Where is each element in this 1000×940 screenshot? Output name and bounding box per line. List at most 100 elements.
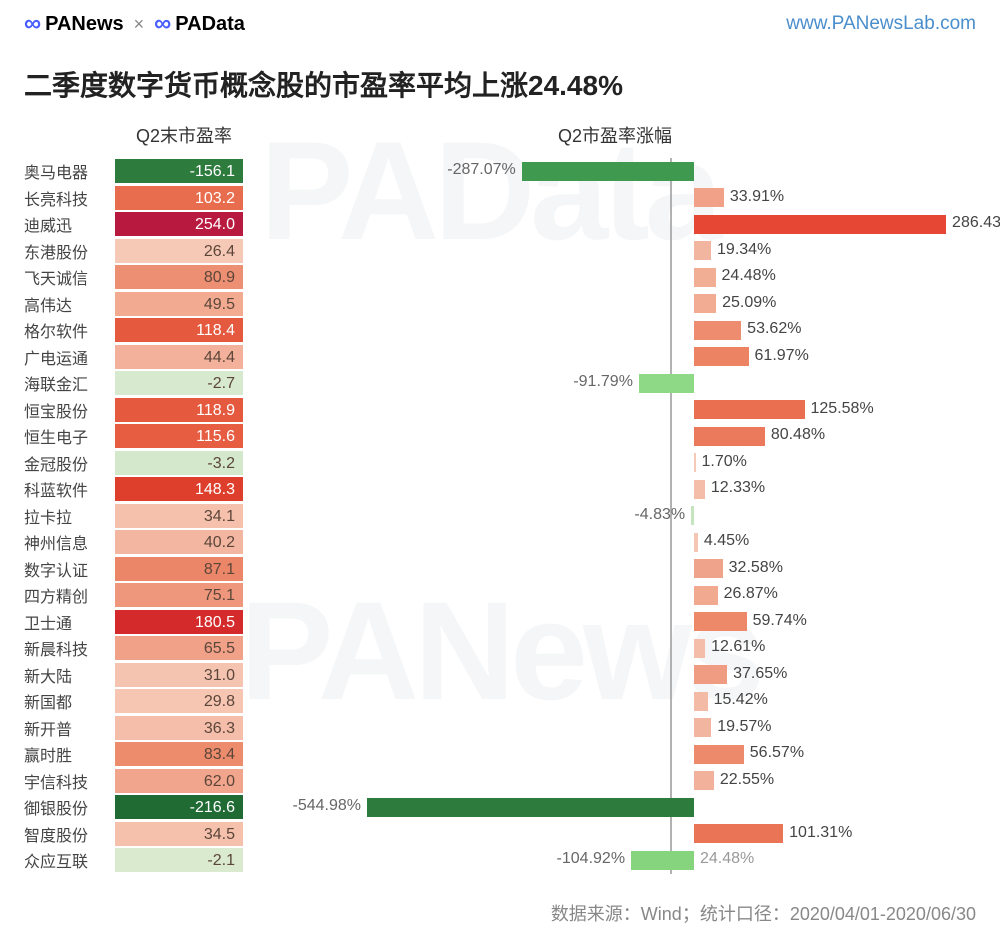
data-row: 长亮科技103.233.91% bbox=[24, 185, 976, 212]
pct-label: -4.83% bbox=[634, 506, 685, 524]
bar-zone: 61.97% bbox=[264, 344, 976, 371]
data-row: 神州信息40.24.45% bbox=[24, 529, 976, 556]
infinity-icon: ∞ bbox=[24, 10, 41, 38]
bar-zone: -91.79% bbox=[264, 370, 976, 397]
pct-bar bbox=[694, 268, 716, 287]
pe-value-cell: 83.4 bbox=[114, 741, 244, 767]
bar-zone: 1.70% bbox=[264, 450, 976, 477]
bar-zone: 22.55% bbox=[264, 768, 976, 795]
pct-label: 61.97% bbox=[755, 347, 809, 365]
pct-bar bbox=[694, 639, 705, 658]
pct-bar bbox=[694, 612, 747, 631]
pct-bar bbox=[694, 586, 718, 605]
data-row: 科蓝软件148.3 12.33% bbox=[24, 476, 976, 503]
pct-bar bbox=[694, 294, 716, 313]
data-row: 格尔软件118.453.62% bbox=[24, 317, 976, 344]
pe-value-cell: -3.2 bbox=[114, 450, 244, 476]
pe-value-cell: -2.7 bbox=[114, 370, 244, 396]
pe-value-cell: 29.8 bbox=[114, 688, 244, 714]
pct-label: 15.42% bbox=[714, 691, 768, 709]
data-row: 宇信科技62.022.55% bbox=[24, 768, 976, 795]
pct-bar bbox=[694, 665, 727, 684]
company-name: 众应互联 bbox=[24, 848, 114, 872]
extra-label: 24.48% bbox=[700, 850, 754, 868]
pe-value-cell: 31.0 bbox=[114, 662, 244, 688]
company-name: 新晨科技 bbox=[24, 636, 114, 660]
pe-value-cell: 34.1 bbox=[114, 503, 244, 529]
bar-zone: 53.62% bbox=[264, 317, 976, 344]
pe-value-cell: 118.9 bbox=[114, 397, 244, 423]
pct-label: 19.34% bbox=[717, 241, 771, 259]
data-row: 新开普36.3 19.57% bbox=[24, 715, 976, 742]
company-name: 新大陆 bbox=[24, 663, 114, 687]
data-row: 奥马电器-156.1 -287.07% bbox=[24, 158, 976, 185]
pct-bar bbox=[694, 824, 783, 843]
pct-bar bbox=[694, 453, 696, 472]
company-name: 迪威迅 bbox=[24, 212, 114, 236]
pe-value-cell: 148.3 bbox=[114, 476, 244, 502]
data-row: 广电运通44.461.97% bbox=[24, 344, 976, 371]
pct-bar bbox=[691, 506, 694, 525]
company-name: 新开普 bbox=[24, 716, 114, 740]
pe-value-cell: -156.1 bbox=[114, 158, 244, 184]
company-name: 数字认证 bbox=[24, 557, 114, 581]
company-name: 新国都 bbox=[24, 689, 114, 713]
company-name: 飞天诚信 bbox=[24, 265, 114, 289]
pct-label: 12.33% bbox=[711, 479, 765, 497]
pct-label: 19.57% bbox=[717, 718, 771, 736]
pct-label: 4.45% bbox=[704, 532, 749, 550]
company-name: 宇信科技 bbox=[24, 769, 114, 793]
company-name: 赢时胜 bbox=[24, 742, 114, 766]
pct-label: 24.48% bbox=[722, 267, 776, 285]
pe-value-cell: 65.5 bbox=[114, 635, 244, 661]
chart-title: 二季度数字货币概念股的市盈率平均上涨24.48% bbox=[0, 44, 1000, 122]
company-name: 智度股份 bbox=[24, 822, 114, 846]
pct-label: 101.31% bbox=[789, 824, 852, 842]
data-row: 御银股份-216.6-544.98% bbox=[24, 794, 976, 821]
pct-bar bbox=[694, 188, 724, 207]
pe-value-cell: 87.1 bbox=[114, 556, 244, 582]
company-name: 卫士通 bbox=[24, 610, 114, 634]
pe-value-cell: -216.6 bbox=[114, 794, 244, 820]
data-row: 四方精创75.126.87% bbox=[24, 582, 976, 609]
data-row: 众应互联-2.1 -104.92%24.48% bbox=[24, 847, 976, 874]
data-row: 新大陆31.037.65% bbox=[24, 662, 976, 689]
bar-zone: -104.92%24.48% bbox=[264, 847, 976, 874]
bar-zone: 59.74% bbox=[264, 609, 976, 636]
company-name: 高伟达 bbox=[24, 292, 114, 316]
data-row: 迪威迅254.0286.43% bbox=[24, 211, 976, 238]
pct-bar bbox=[694, 692, 708, 711]
pct-label: -287.07% bbox=[447, 161, 516, 179]
pct-label: 59.74% bbox=[753, 612, 807, 630]
pct-label: 1.70% bbox=[701, 453, 746, 471]
brand-1-text: PANews bbox=[45, 13, 124, 36]
pe-value-cell: 115.6 bbox=[114, 423, 244, 449]
col1-header: Q2末市盈率 bbox=[24, 122, 254, 148]
bar-zone: 19.34% bbox=[264, 238, 976, 265]
infinity-icon-2: ∞ bbox=[154, 10, 171, 38]
pct-label: -544.98% bbox=[293, 797, 362, 815]
pe-value-cell: 26.4 bbox=[114, 238, 244, 264]
data-row: 拉卡拉34.1-4.83% bbox=[24, 503, 976, 530]
pct-label: -91.79% bbox=[573, 373, 633, 391]
data-row: 恒生电子115.680.48% bbox=[24, 423, 976, 450]
pct-label: 53.62% bbox=[747, 320, 801, 338]
pct-bar bbox=[694, 718, 711, 737]
pct-bar bbox=[694, 241, 711, 260]
pct-bar bbox=[694, 400, 805, 419]
pct-bar bbox=[631, 851, 694, 870]
pct-bar bbox=[694, 771, 714, 790]
bar-zone: 101.31% bbox=[264, 821, 976, 848]
bar-zone: -4.83% bbox=[264, 503, 976, 530]
bar-zone: 33.91% bbox=[264, 185, 976, 212]
company-name: 恒生电子 bbox=[24, 424, 114, 448]
company-name: 奥马电器 bbox=[24, 159, 114, 183]
data-row: 飞天诚信80.924.48% bbox=[24, 264, 976, 291]
data-row: 东港股份26.419.34% bbox=[24, 238, 976, 265]
bar-zone: 12.33% bbox=[264, 476, 976, 503]
bar-zone: 32.58% bbox=[264, 556, 976, 583]
pe-value-cell: -2.1 bbox=[114, 847, 244, 873]
pct-bar bbox=[367, 798, 694, 817]
company-name: 科蓝软件 bbox=[24, 477, 114, 501]
pe-value-cell: 36.3 bbox=[114, 715, 244, 741]
